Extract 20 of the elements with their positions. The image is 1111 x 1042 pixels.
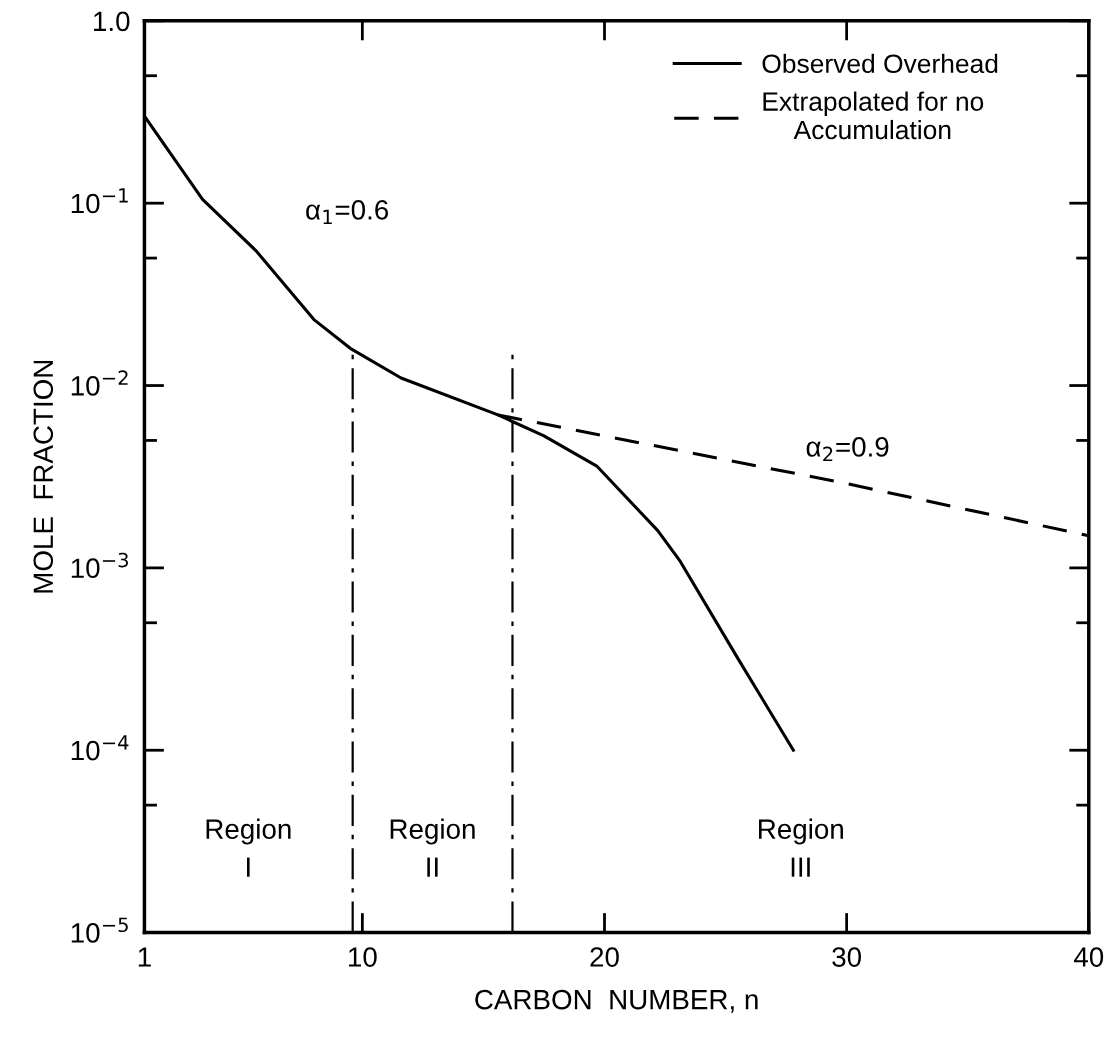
x-tick-label: 30: [832, 947, 861, 967]
annotation: Region II: [390, 818, 475, 877]
x-tick-label: 10: [349, 947, 377, 967]
y-tick-label: 10$^{−5}$: [71, 917, 128, 943]
y-tick-label: 10$^{−2}$: [71, 370, 128, 396]
y-tick-label: 1.0: [94, 11, 130, 32]
x-axis-title: CARBON NUMBER, n: [475, 989, 758, 1013]
x-tick-label: 40: [1073, 947, 1104, 967]
y-tick-label: 10$^{−4}$: [71, 735, 129, 761]
legend-label: Observed Overhead: [762, 53, 998, 74]
annotation: Region I: [206, 818, 291, 877]
annotation: α$_{1}$=0.6: [306, 200, 389, 224]
y-tick-label: 10$^{−1}$: [71, 188, 128, 214]
x-tick-label: 1: [138, 947, 151, 967]
y-axis-title: MOLE FRACTION: [33, 360, 54, 593]
legend-label: Extrapolated for no Accumulation: [763, 91, 984, 140]
annotation: α$_{2}$=0.9: [806, 437, 889, 462]
x-tick-label: 20: [590, 947, 619, 967]
y-tick-label: 10$^{−3}$: [71, 552, 128, 579]
annotation: Region III: [759, 818, 843, 877]
